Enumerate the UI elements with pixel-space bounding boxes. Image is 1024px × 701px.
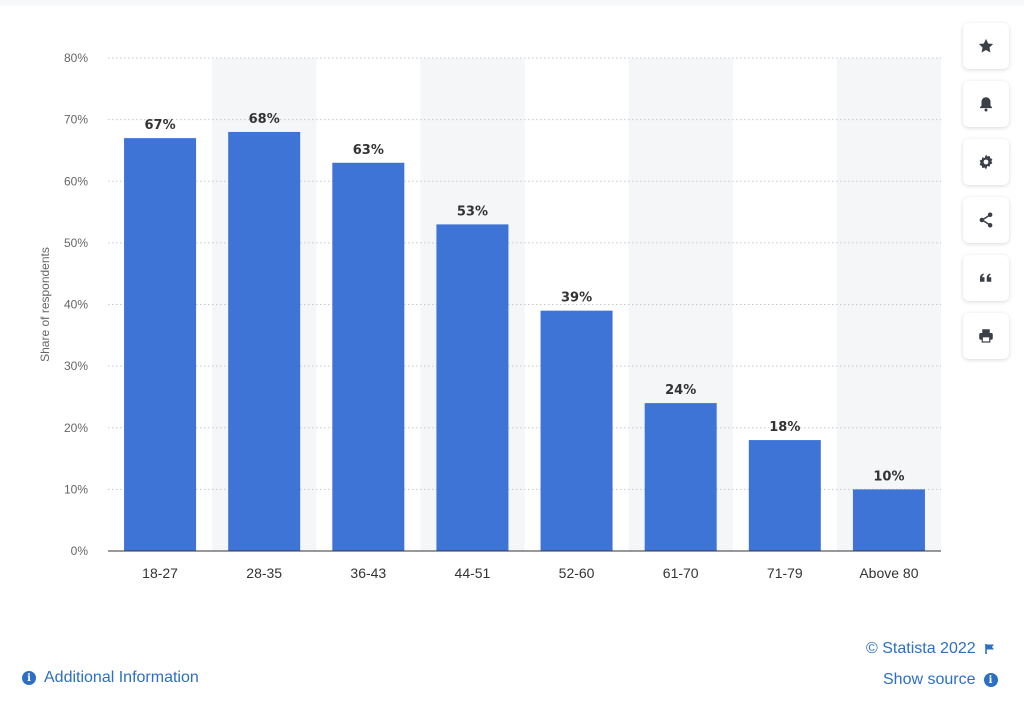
bar-chart: 0% 10% 20% 30% 40% 50% 60% 70% 80% 67% 68% 63% 53% 3… [38, 51, 941, 581]
y-tick-label: 0% [71, 544, 89, 558]
bars [124, 131, 925, 552]
y-axis-ticks: 0% 10% 20% 30% 40% 50% 60% 70% 80% [64, 51, 88, 558]
data-label: 18% [769, 420, 800, 435]
y-tick-label: 40% [64, 298, 88, 312]
data-label: 39% [561, 291, 592, 306]
cite-button[interactable] [963, 255, 1009, 301]
gear-icon [979, 154, 993, 170]
bell-icon [980, 97, 992, 112]
x-tick-label: 28-35 [246, 565, 282, 581]
bar[interactable] [332, 162, 405, 551]
show-source-link[interactable]: Show source i [883, 671, 998, 689]
additional-info-text: Additional Information [44, 669, 199, 686]
show-source-text: Show source [883, 671, 976, 688]
x-tick-label: 36-43 [350, 565, 386, 581]
copyright-text: © Statista 2022 [866, 640, 976, 657]
share-button[interactable] [963, 197, 1009, 243]
data-label: 63% [353, 143, 384, 158]
y-tick-label: 20% [64, 421, 88, 435]
notification-button[interactable] [963, 81, 1009, 127]
x-tick-label: 52-60 [559, 565, 595, 581]
x-tick-label: 61-70 [663, 565, 699, 581]
top-bar [0, 0, 1024, 6]
star-icon [978, 38, 994, 53]
bar[interactable] [228, 131, 301, 551]
y-tick-label: 10% [64, 482, 88, 496]
bar[interactable] [852, 489, 925, 551]
favorite-button[interactable] [963, 23, 1009, 69]
y-tick-label: 30% [64, 359, 88, 373]
data-label: 67% [145, 118, 176, 133]
bar[interactable] [436, 224, 509, 551]
y-tick-label: 60% [64, 174, 88, 188]
additional-info-link[interactable]: i Additional Information [22, 669, 199, 687]
data-label: 10% [873, 469, 904, 484]
data-label: 53% [457, 204, 488, 219]
bar[interactable] [748, 440, 821, 551]
copyright-link[interactable]: © Statista 2022 [866, 640, 996, 658]
y-tick-label: 50% [64, 236, 88, 250]
bar[interactable] [540, 310, 613, 551]
x-tick-label: Above 80 [859, 565, 918, 581]
x-axis-labels: 18-27 28-35 36-43 44-51 52-60 61-70 71-79 Above… [142, 565, 919, 581]
info-icon: i [983, 673, 998, 687]
x-tick-label: 71-79 [767, 565, 803, 581]
share-icon [979, 212, 993, 228]
bar[interactable] [124, 138, 197, 552]
settings-button[interactable] [963, 139, 1009, 185]
data-label: 24% [665, 383, 696, 398]
info-icon: i [22, 671, 36, 685]
print-icon [979, 329, 993, 343]
y-tick-label: 70% [64, 113, 88, 127]
x-tick-label: 18-27 [142, 565, 178, 581]
y-tick-label: 80% [64, 51, 88, 65]
x-tick-label: 44-51 [455, 565, 491, 581]
print-button[interactable] [963, 313, 1009, 359]
grid-lines [108, 57, 941, 490]
flag-icon [984, 644, 994, 654]
data-labels: 67% 68% 63% 53% 39% 24% 18% 10% [145, 112, 905, 484]
bar[interactable] [644, 403, 717, 551]
quote-icon [980, 273, 992, 282]
data-label: 68% [249, 112, 280, 127]
y-axis-label: Share of respondents [38, 247, 52, 362]
